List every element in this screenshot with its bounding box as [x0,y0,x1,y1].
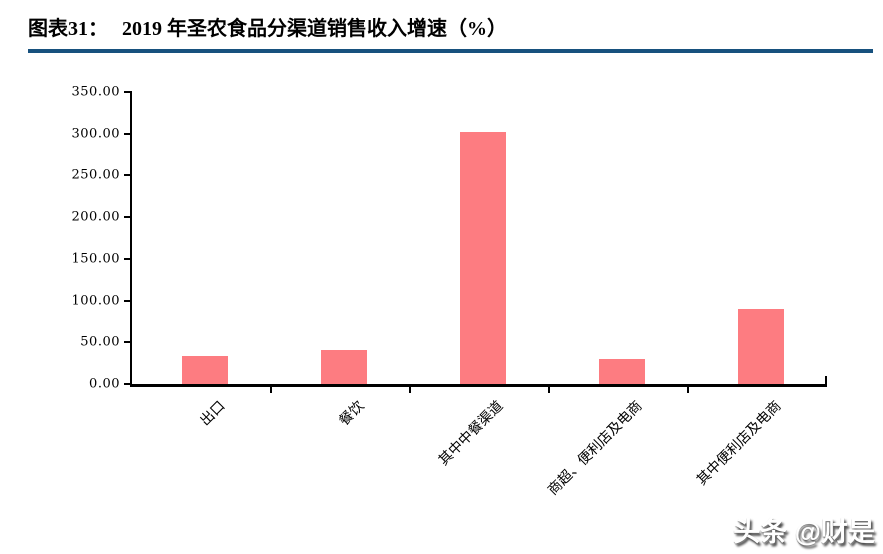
bar [320,349,367,384]
x-tick [548,387,550,393]
y-tick-label: 150.00 [71,251,120,267]
y-tick [124,299,132,302]
y-tick-label: 100.00 [71,293,120,309]
y-tick [124,341,132,344]
y-tick-label: 250.00 [71,167,120,183]
title-divider-rule [28,49,873,53]
y-tick-label: 200.00 [71,209,120,225]
y-tick [124,383,132,385]
y-axis-line [130,92,132,386]
x-category-label: 商超、便利店及电商 [543,397,645,498]
y-tick-label: 0.00 [89,376,120,392]
x-tick [270,387,272,393]
x-tick [409,387,411,393]
y-tick [124,216,132,219]
x-axis-end-tick [825,376,827,387]
y-tick [124,91,132,93]
figure-title: 图表31： 2019 年圣农食品分渠道销售收入增速（%） [28,12,507,41]
y-tick [124,257,132,260]
watermark: 头条 @财是 [733,517,875,547]
bar [737,308,784,384]
y-tick-label: 50.00 [80,334,120,350]
figure-number-label: 图表31： [28,18,108,40]
x-axis-line [130,384,827,387]
x-category-label: 出口 [196,397,228,429]
x-category-label: 餐饮 [335,397,367,429]
x-tick [687,387,689,393]
bar [598,358,645,384]
x-category-label: 其中便利店及电商 [692,397,784,488]
y-tick [124,174,132,177]
x-category-label: 其中中餐渠道 [434,397,506,469]
y-tick-label: 300.00 [71,126,120,142]
bar [181,356,228,384]
y-tick [124,132,132,135]
bar [459,132,506,384]
figure-title-text: 2019 年圣农食品分渠道销售收入增速（%） [122,18,507,40]
y-tick-label: 350.00 [71,84,120,100]
